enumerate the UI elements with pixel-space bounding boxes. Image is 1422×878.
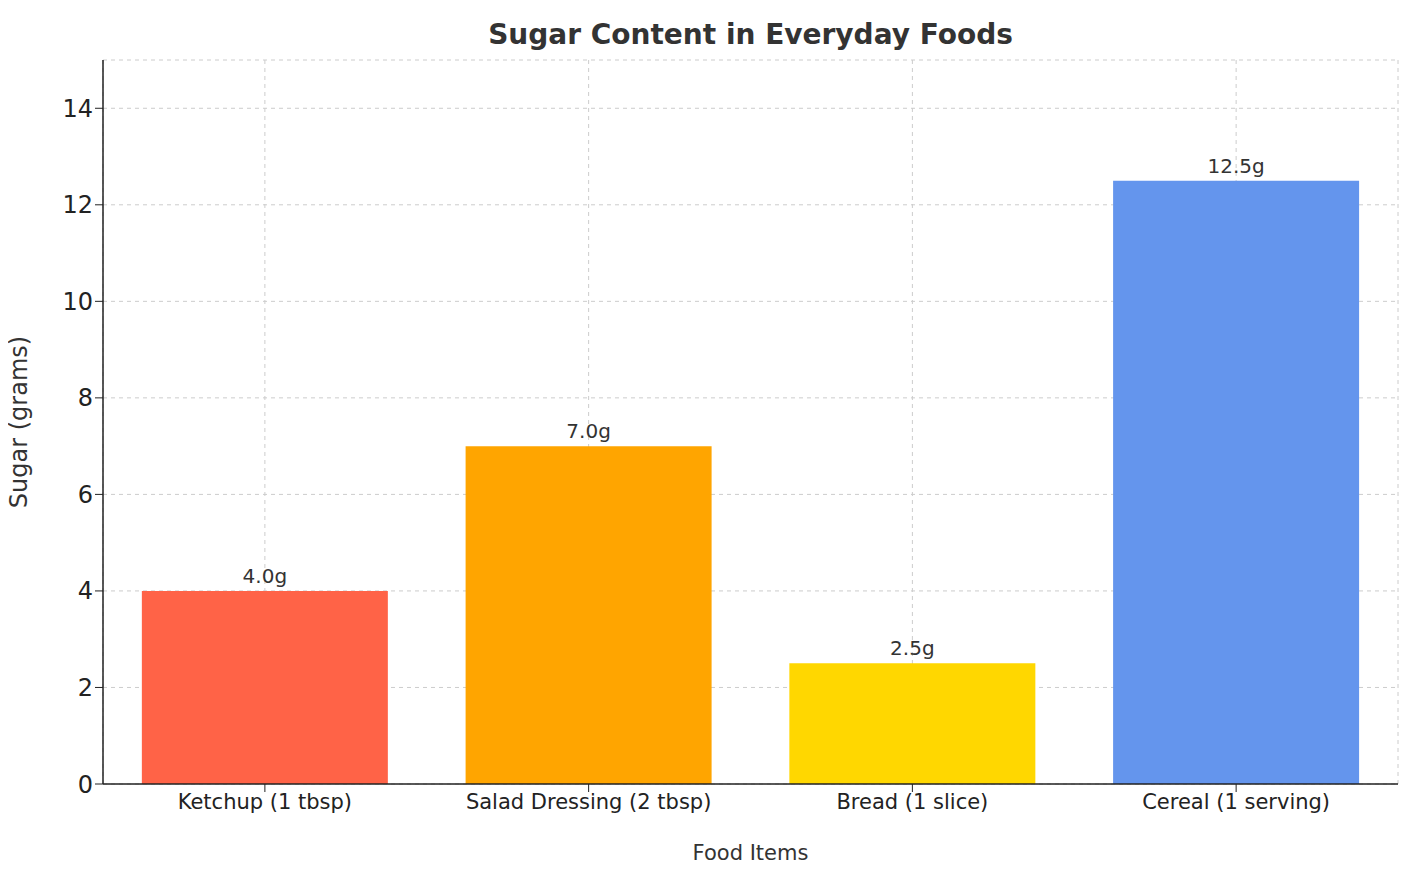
svg-text:6: 6 <box>78 481 93 509</box>
svg-text:10: 10 <box>62 288 93 316</box>
svg-text:7.0g: 7.0g <box>566 419 611 443</box>
svg-text:4.0g: 4.0g <box>243 564 288 588</box>
svg-text:Food Items: Food Items <box>693 841 809 865</box>
svg-text:2.5g: 2.5g <box>890 636 935 660</box>
html-text:Sugar Content in Everyday Food: Sugar Content in Everyday Foods <box>488 18 1013 51</box>
svg-text:Sugar (grams): Sugar (grams) <box>8 336 33 508</box>
svg-text:12: 12 <box>62 191 93 219</box>
svg-text:Salad Dressing (2 tbsp): Salad Dressing (2 tbsp) <box>466 790 711 814</box>
svg-text:12.5g: 12.5g <box>1207 154 1264 178</box>
svg-text:0: 0 <box>78 771 93 799</box>
svg-text:Ketchup (1 tbsp): Ketchup (1 tbsp) <box>178 790 352 814</box>
svg-text:14: 14 <box>62 95 93 123</box>
svg-text:4: 4 <box>78 577 93 605</box>
svg-text:Cereal (1 serving): Cereal (1 serving) <box>1142 790 1330 814</box>
svg-text:2: 2 <box>78 674 93 702</box>
svg-text:Bread (1 slice): Bread (1 slice) <box>836 790 988 814</box>
svg-text:8: 8 <box>78 384 93 412</box>
